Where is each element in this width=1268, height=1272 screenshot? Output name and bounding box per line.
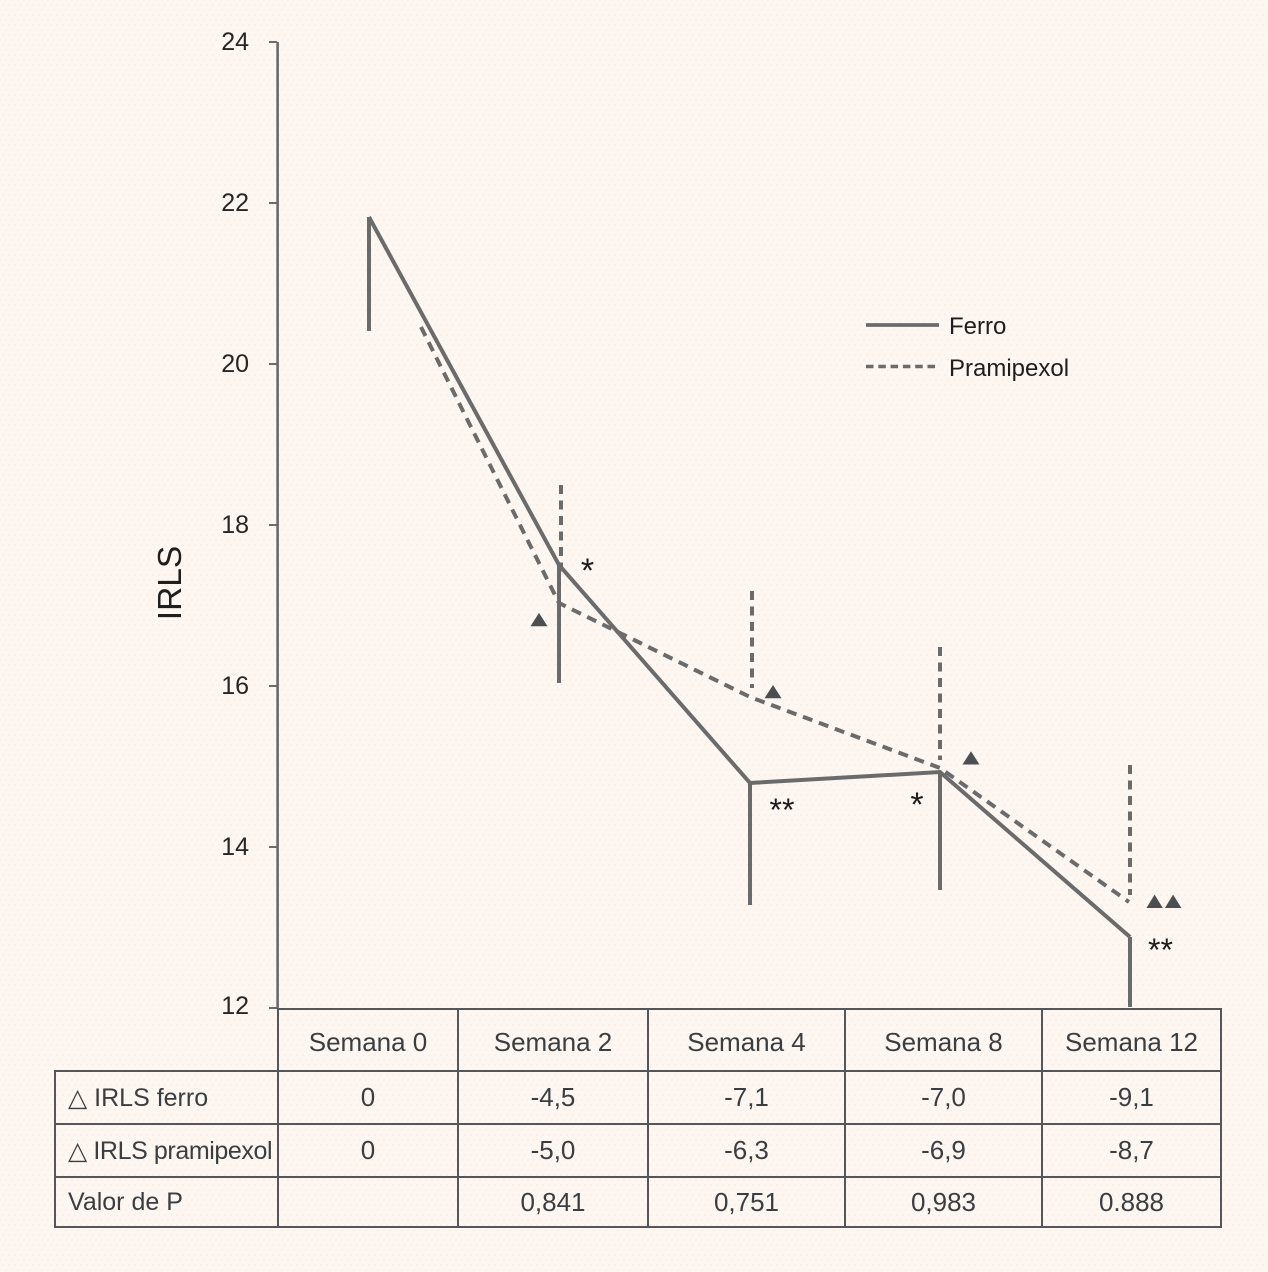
svg-text:*: * <box>581 552 594 590</box>
svg-text:22: 22 <box>221 189 249 217</box>
svg-text:24: 24 <box>221 28 249 56</box>
svg-text:14: 14 <box>221 833 249 861</box>
svg-text:16: 16 <box>221 672 249 700</box>
svg-text:IRLS: IRLS <box>152 546 189 620</box>
svg-text:18: 18 <box>221 511 249 539</box>
svg-text:12: 12 <box>221 992 249 1020</box>
svg-text:**: ** <box>770 792 795 828</box>
svg-text:Ferro: Ferro <box>949 313 1006 340</box>
svg-text:Pramipexol: Pramipexol <box>949 355 1069 382</box>
svg-text:20: 20 <box>221 350 249 378</box>
svg-text:*: * <box>910 786 923 824</box>
svg-text:**: ** <box>1148 932 1173 968</box>
